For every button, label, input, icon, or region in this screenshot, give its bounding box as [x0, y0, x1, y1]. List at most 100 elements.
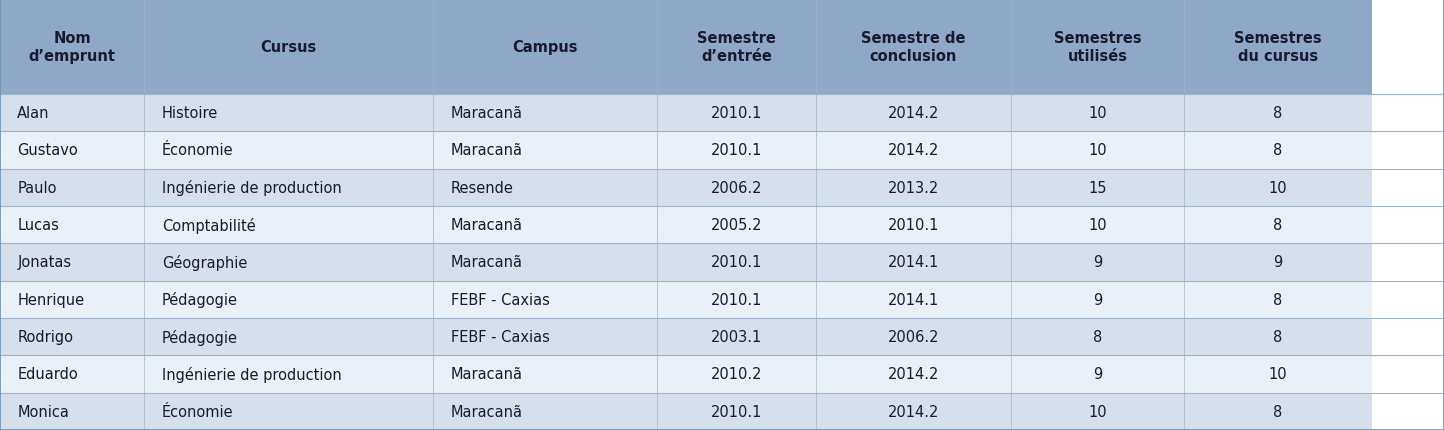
Text: Économie: Économie: [162, 404, 234, 419]
Text: 9: 9: [1274, 255, 1282, 270]
Text: Ingénierie de production: Ingénierie de production: [162, 366, 341, 382]
Bar: [433, 244, 657, 281]
Text: 10: 10: [1089, 106, 1106, 121]
Bar: [816, 281, 1011, 318]
Bar: [1011, 95, 1184, 132]
Text: 9: 9: [1093, 367, 1102, 381]
Bar: [1184, 244, 1372, 281]
Text: 2006.2: 2006.2: [888, 329, 939, 344]
Text: Cursus: Cursus: [261, 40, 316, 55]
Bar: [1184, 169, 1372, 206]
Text: 8: 8: [1274, 292, 1282, 307]
Text: Rodrigo: Rodrigo: [17, 329, 74, 344]
Bar: [1184, 95, 1372, 132]
Bar: [433, 281, 657, 318]
Text: 2014.2: 2014.2: [888, 143, 939, 158]
Text: Semestres
du cursus: Semestres du cursus: [1235, 31, 1321, 64]
Text: 10: 10: [1269, 180, 1287, 195]
Bar: [433, 318, 657, 356]
Text: 2013.2: 2013.2: [888, 180, 939, 195]
Bar: [657, 132, 816, 169]
Bar: [816, 244, 1011, 281]
Text: 2010.2: 2010.2: [710, 367, 762, 381]
Text: 2010.1: 2010.1: [710, 106, 762, 121]
Bar: [657, 356, 816, 393]
Bar: [1184, 206, 1372, 244]
Text: 9: 9: [1093, 255, 1102, 270]
Bar: [1184, 281, 1372, 318]
Bar: [0, 393, 144, 430]
Bar: [144, 244, 433, 281]
Bar: [657, 169, 816, 206]
Bar: [816, 393, 1011, 430]
Bar: [1011, 281, 1184, 318]
Text: 2014.2: 2014.2: [888, 367, 939, 381]
Text: 8: 8: [1274, 106, 1282, 121]
Text: 2010.1: 2010.1: [710, 255, 762, 270]
Text: 2010.1: 2010.1: [710, 143, 762, 158]
Bar: [144, 318, 433, 356]
Bar: [816, 0, 1011, 95]
Bar: [1011, 132, 1184, 169]
Text: Comptabilité: Comptabilité: [162, 217, 256, 233]
Text: 2014.2: 2014.2: [888, 404, 939, 419]
Bar: [144, 132, 433, 169]
Text: 10: 10: [1269, 367, 1287, 381]
Bar: [1011, 393, 1184, 430]
Bar: [144, 0, 433, 95]
Text: 10: 10: [1089, 404, 1106, 419]
Bar: [1184, 356, 1372, 393]
Bar: [657, 318, 816, 356]
Bar: [1011, 206, 1184, 244]
Bar: [144, 281, 433, 318]
Text: Maracanã: Maracanã: [451, 106, 523, 121]
Text: 15: 15: [1089, 180, 1106, 195]
Bar: [0, 281, 144, 318]
Bar: [144, 169, 433, 206]
Bar: [657, 281, 816, 318]
Bar: [1011, 318, 1184, 356]
Text: Économie: Économie: [162, 143, 234, 158]
Bar: [816, 169, 1011, 206]
Bar: [816, 356, 1011, 393]
Bar: [1011, 356, 1184, 393]
Text: 2006.2: 2006.2: [710, 180, 762, 195]
Text: 2010.1: 2010.1: [710, 404, 762, 419]
Bar: [433, 132, 657, 169]
Bar: [433, 393, 657, 430]
Text: 8: 8: [1274, 404, 1282, 419]
Bar: [433, 95, 657, 132]
Bar: [0, 132, 144, 169]
Bar: [433, 169, 657, 206]
Bar: [657, 0, 816, 95]
Text: 2014.1: 2014.1: [888, 255, 939, 270]
Bar: [0, 206, 144, 244]
Bar: [657, 244, 816, 281]
Bar: [1011, 244, 1184, 281]
Text: Monica: Monica: [17, 404, 69, 419]
Bar: [657, 206, 816, 244]
Text: 2010.1: 2010.1: [710, 292, 762, 307]
Bar: [144, 393, 433, 430]
Bar: [1011, 0, 1184, 95]
Text: Ingénierie de production: Ingénierie de production: [162, 180, 341, 196]
Text: FEBF - Caxias: FEBF - Caxias: [451, 329, 549, 344]
Text: Semestre
d’entrée: Semestre d’entrée: [697, 31, 775, 64]
Text: 2014.1: 2014.1: [888, 292, 939, 307]
Bar: [0, 356, 144, 393]
Text: Pédagogie: Pédagogie: [162, 292, 238, 307]
Bar: [0, 169, 144, 206]
Bar: [0, 244, 144, 281]
Text: Maracanã: Maracanã: [451, 367, 523, 381]
Bar: [816, 95, 1011, 132]
Bar: [1184, 393, 1372, 430]
Bar: [657, 95, 816, 132]
Text: Maracanã: Maracanã: [451, 404, 523, 419]
Text: Resende: Resende: [451, 180, 514, 195]
Text: 10: 10: [1089, 143, 1106, 158]
Text: FEBF - Caxias: FEBF - Caxias: [451, 292, 549, 307]
Bar: [1011, 169, 1184, 206]
Text: 8: 8: [1274, 143, 1282, 158]
Text: Gustavo: Gustavo: [17, 143, 78, 158]
Bar: [433, 356, 657, 393]
